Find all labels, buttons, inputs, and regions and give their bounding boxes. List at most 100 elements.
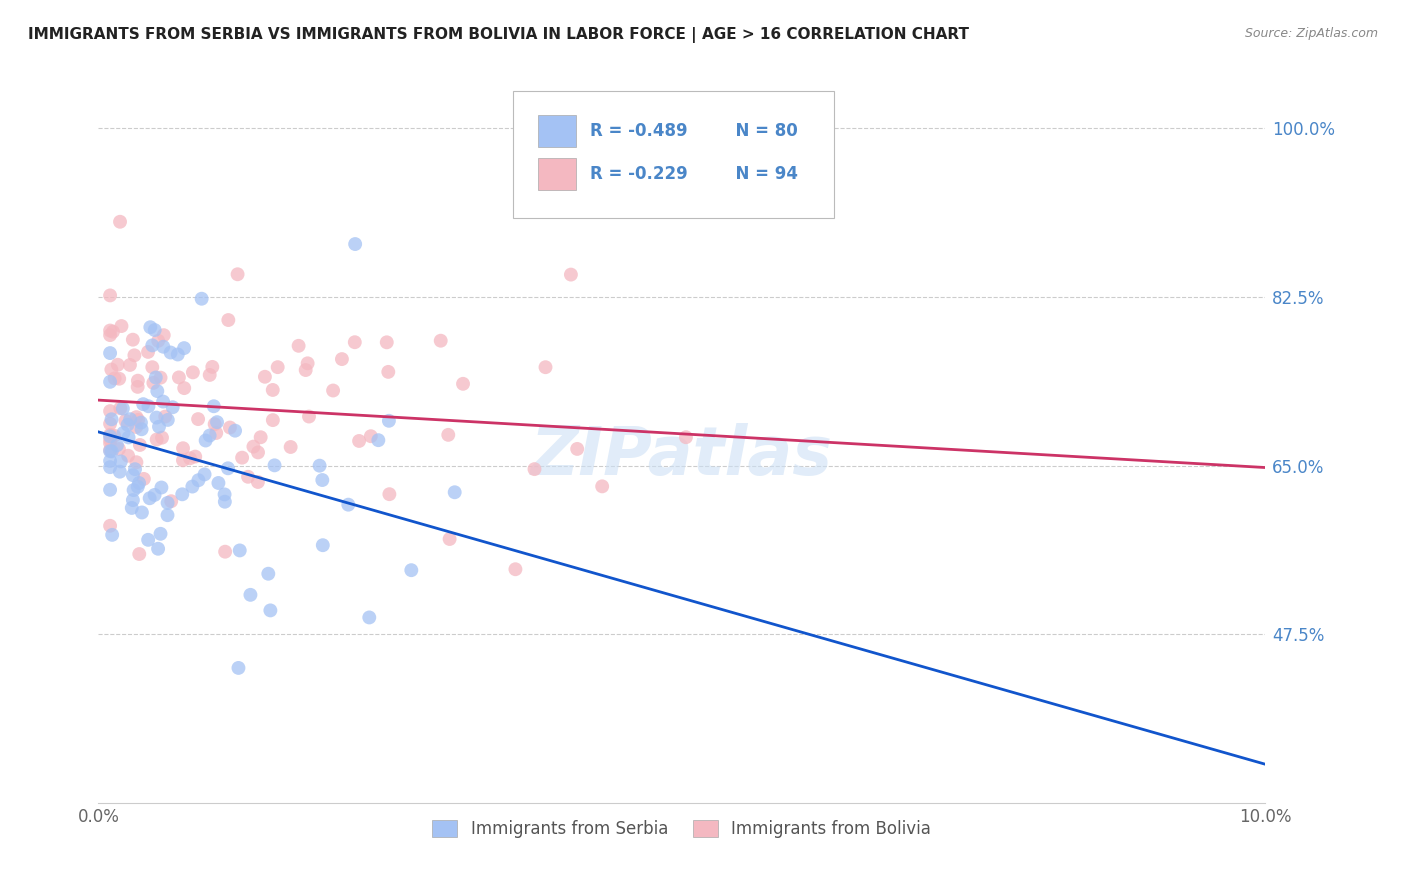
Point xyxy=(122,493,145,508)
Point xyxy=(198,428,221,442)
Point xyxy=(214,487,236,501)
Point xyxy=(125,455,148,469)
Point xyxy=(98,429,121,443)
Point xyxy=(98,436,121,450)
Point xyxy=(181,365,204,379)
Text: R = -0.489: R = -0.489 xyxy=(589,122,688,140)
Point xyxy=(267,360,290,375)
Text: N = 94: N = 94 xyxy=(724,165,799,183)
Point xyxy=(110,401,132,416)
Point xyxy=(98,375,121,389)
Point xyxy=(162,401,184,415)
Point xyxy=(246,475,269,489)
Point xyxy=(311,473,333,487)
Point xyxy=(108,215,131,229)
Point xyxy=(156,496,179,510)
Point xyxy=(257,566,280,581)
Point xyxy=(122,483,145,497)
Point xyxy=(118,358,141,372)
Point xyxy=(114,414,136,428)
Point xyxy=(121,333,143,347)
Point xyxy=(98,433,121,447)
Point xyxy=(128,547,150,561)
Point xyxy=(505,562,527,576)
Point xyxy=(228,661,250,675)
Point xyxy=(142,376,165,390)
Point xyxy=(131,422,153,436)
Point xyxy=(98,518,121,533)
FancyBboxPatch shape xyxy=(513,91,834,218)
Point xyxy=(297,356,319,370)
Point xyxy=(229,543,252,558)
Point xyxy=(378,414,401,428)
Point xyxy=(337,498,360,512)
Point xyxy=(132,472,155,486)
Point xyxy=(247,445,270,459)
Point xyxy=(98,483,121,497)
Point xyxy=(172,441,194,455)
Point xyxy=(675,430,697,444)
Point xyxy=(172,487,194,501)
Point xyxy=(451,376,474,391)
Point xyxy=(202,399,225,413)
Point xyxy=(287,339,309,353)
Point xyxy=(143,488,166,502)
Point xyxy=(127,413,149,427)
Point xyxy=(187,412,209,426)
Point xyxy=(127,374,149,388)
Point xyxy=(141,338,163,352)
Point xyxy=(231,450,253,465)
Point xyxy=(98,454,121,468)
Point xyxy=(128,438,150,452)
Point xyxy=(141,360,163,375)
Point xyxy=(124,462,146,476)
Point xyxy=(127,480,149,494)
Point xyxy=(214,494,236,508)
Point xyxy=(98,442,121,457)
Point xyxy=(98,460,121,475)
Point xyxy=(98,427,121,442)
Point xyxy=(136,345,159,359)
Point xyxy=(179,451,201,466)
Point xyxy=(145,433,167,447)
Point xyxy=(308,458,330,473)
Point xyxy=(132,397,155,411)
Point xyxy=(193,467,215,482)
Point xyxy=(253,369,276,384)
Point xyxy=(128,475,150,490)
Text: ZIPatlas: ZIPatlas xyxy=(531,423,832,489)
Point xyxy=(117,449,139,463)
Point xyxy=(122,468,145,483)
Point xyxy=(173,381,195,395)
Point xyxy=(117,430,139,444)
Point xyxy=(160,494,183,508)
Point xyxy=(149,370,172,384)
Point xyxy=(242,440,264,454)
FancyBboxPatch shape xyxy=(538,114,575,147)
Point xyxy=(98,346,121,360)
Point xyxy=(146,541,169,556)
Point xyxy=(567,442,589,456)
Point xyxy=(120,412,142,426)
Point xyxy=(105,438,128,452)
Point xyxy=(280,440,302,454)
Point xyxy=(239,588,262,602)
Point xyxy=(184,450,207,464)
Point xyxy=(534,360,557,375)
Point xyxy=(150,431,173,445)
Point xyxy=(156,508,179,523)
Point xyxy=(98,444,121,458)
Point xyxy=(100,412,122,426)
Point xyxy=(143,323,166,337)
Point xyxy=(375,335,398,350)
Point xyxy=(101,528,124,542)
Point xyxy=(159,345,181,359)
Point xyxy=(262,413,284,427)
Point xyxy=(152,394,174,409)
Point xyxy=(443,485,465,500)
Point xyxy=(121,500,143,515)
Point xyxy=(298,409,321,424)
Point xyxy=(148,419,170,434)
Point xyxy=(131,506,153,520)
Point xyxy=(236,470,259,484)
